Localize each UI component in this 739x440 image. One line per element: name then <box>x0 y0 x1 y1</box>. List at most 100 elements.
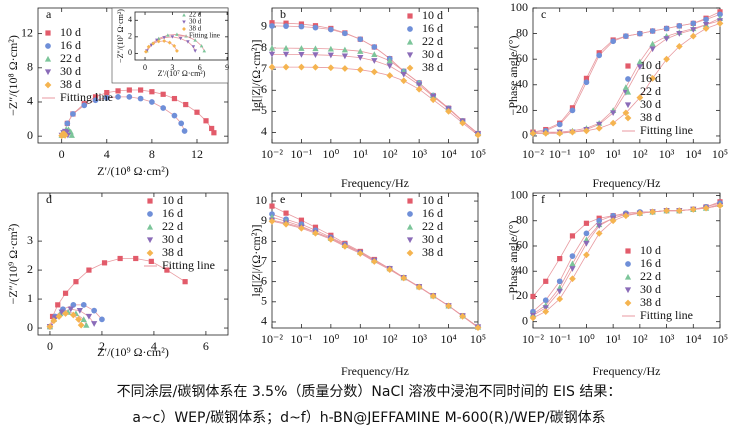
legend-label: 10 d <box>640 243 661 257</box>
marker <box>182 279 188 285</box>
x-tick-label: 10⁻² <box>522 332 544 346</box>
x-axis-label: Frequency/Hz <box>593 364 661 378</box>
marker <box>133 255 139 262</box>
plot-frame <box>134 11 229 61</box>
x-axis-label: Z′/(10⁷ Ω·cm²) <box>158 69 206 78</box>
x-tick-label: 10⁻¹ <box>549 332 571 346</box>
x-tick-label: 8 <box>149 147 155 161</box>
marker <box>73 279 79 285</box>
marker <box>716 202 724 209</box>
y-axis-label: lg[|Z|/(Ω·cm²)] <box>249 40 263 112</box>
x-tick-label: 10⁻² <box>261 147 283 161</box>
legend-marker <box>146 223 154 230</box>
marker <box>596 52 603 59</box>
marker <box>542 130 550 137</box>
panel-label: e <box>280 192 285 206</box>
marker <box>649 74 656 82</box>
marker <box>327 64 335 72</box>
marker <box>459 312 466 320</box>
legend-label: 38 d <box>60 77 81 91</box>
marker <box>115 88 121 94</box>
marker <box>583 79 590 86</box>
marker <box>312 229 319 237</box>
legend-label: 22 d <box>422 219 443 233</box>
y-tick-label: 0 <box>522 128 528 142</box>
legend-marker <box>45 30 51 36</box>
plot-frame <box>532 7 721 144</box>
marker <box>155 38 159 42</box>
marker <box>357 54 364 61</box>
marker <box>58 309 65 316</box>
marker <box>298 23 305 30</box>
marker <box>583 240 590 247</box>
marker <box>569 275 576 283</box>
x-tick-label: 10¹ <box>352 332 368 346</box>
x-tick-label: 10⁰ <box>578 332 595 346</box>
marker <box>429 96 437 104</box>
legend-label: Fitting line <box>189 32 220 40</box>
marker <box>86 267 92 273</box>
marker <box>400 71 407 78</box>
marker <box>91 307 98 314</box>
legend-marker <box>182 13 186 17</box>
fit-line <box>271 216 479 328</box>
y-tick-label: 5 <box>261 294 267 308</box>
marker <box>298 52 305 58</box>
x-tick-label: 10⁰ <box>322 332 339 346</box>
y-tick-label: 4 <box>27 94 33 108</box>
legend-marker <box>407 211 413 217</box>
x-tick-label: 10¹ <box>605 147 621 161</box>
marker <box>69 311 77 319</box>
marker <box>166 33 170 37</box>
legend-marker <box>406 249 414 257</box>
marker <box>77 321 85 329</box>
marker <box>268 63 276 71</box>
marker <box>676 23 683 29</box>
marker <box>583 75 590 81</box>
legend-marker <box>625 261 631 267</box>
legend-marker <box>625 76 631 82</box>
marker <box>151 41 156 46</box>
legend-marker <box>147 198 153 204</box>
legend-label: 10 d <box>640 58 661 72</box>
marker <box>429 292 437 300</box>
marker <box>569 128 576 136</box>
marker <box>415 85 423 93</box>
marker <box>80 316 87 322</box>
x-tick-label: 10⁵ <box>470 332 486 346</box>
marker <box>312 45 319 52</box>
x-tick-label: 10⁰ <box>322 147 339 161</box>
marker <box>557 256 563 262</box>
marker <box>569 107 576 114</box>
legend-marker <box>624 88 632 95</box>
marker <box>609 217 617 225</box>
x-tick-label: 10⁵ <box>470 147 486 161</box>
y-tick-label: 0 <box>128 48 132 57</box>
legend-label: 38 d <box>640 295 661 309</box>
legend-label: 38 d <box>422 245 443 259</box>
legend-marker <box>625 248 631 254</box>
marker <box>80 302 87 308</box>
legend-label: 10 d <box>422 8 443 22</box>
y-tick-label: 8 <box>261 233 267 247</box>
legend-label: 22 d <box>640 269 661 283</box>
marker <box>209 125 215 132</box>
marker <box>64 120 71 127</box>
marker <box>148 258 154 264</box>
marker <box>55 313 63 320</box>
marker <box>104 89 110 96</box>
legend-label: 10 d <box>422 193 443 207</box>
x-tick-label: 10⁴ <box>440 332 456 346</box>
legend-marker <box>624 299 632 307</box>
legend-marker <box>146 237 154 244</box>
y-tick-label: 7 <box>261 253 267 267</box>
plot-frame <box>532 192 721 329</box>
marker <box>162 39 167 43</box>
marker <box>675 207 683 215</box>
marker <box>298 217 305 223</box>
marker <box>149 99 155 105</box>
marker <box>137 95 144 102</box>
y-tick-label: 100 <box>510 0 528 14</box>
marker <box>716 19 724 27</box>
marker <box>702 22 710 28</box>
